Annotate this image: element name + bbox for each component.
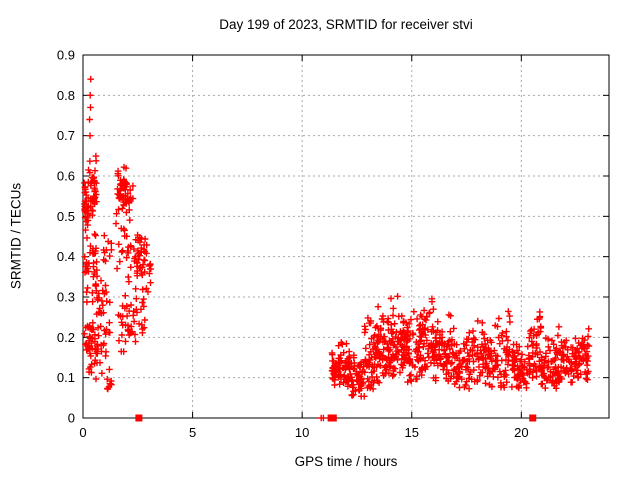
plot-border (82, 54, 610, 419)
x-axis-label: GPS time / hours (294, 454, 398, 469)
y-tick-label: 0.1 (57, 370, 75, 385)
y-tick-label: 0 (68, 411, 75, 426)
zero-flag-marker (329, 414, 337, 422)
y-tick-label: 0.2 (57, 330, 75, 345)
zero-flag-marker (135, 414, 143, 422)
scatter-points (80, 75, 593, 422)
x-tick-label: 20 (514, 425, 528, 440)
y-tick-label: 0.5 (57, 209, 75, 224)
x-tick-label: 5 (189, 425, 196, 440)
y-tick-label: 0.6 (57, 169, 75, 184)
y-tick-label: 0.3 (57, 290, 75, 305)
x-tick-label: 10 (295, 425, 309, 440)
x-tick-label: 0 (79, 425, 86, 440)
y-tick-label: 0.7 (57, 128, 75, 143)
chart-title: Day 199 of 2023, SRMTID for receiver stv… (219, 17, 473, 32)
y-tick-label: 0.8 (57, 88, 75, 103)
y-tick-label: 0.9 (57, 48, 75, 63)
zero-flag-marker (529, 414, 537, 422)
x-tick-label: 15 (405, 425, 419, 440)
y-tick-label: 0.4 (57, 249, 75, 264)
